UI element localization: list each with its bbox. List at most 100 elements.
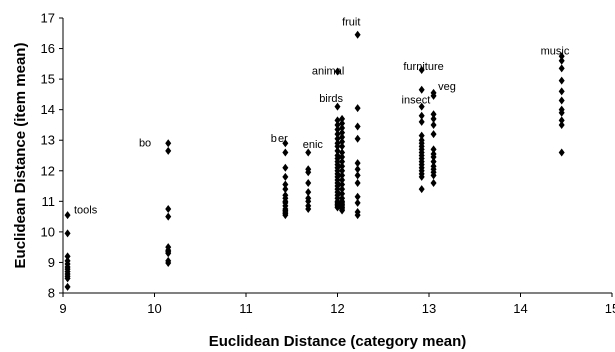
data-point <box>339 162 346 171</box>
data-point <box>334 142 341 151</box>
data-point <box>165 249 172 258</box>
data-point <box>558 120 565 129</box>
data-point <box>305 148 312 157</box>
data-point <box>64 229 71 238</box>
data-point <box>339 180 346 189</box>
data-point <box>430 114 437 123</box>
data-point <box>418 172 425 181</box>
x-tick-label: 12 <box>330 301 344 316</box>
point-annotation: tools <box>74 205 98 217</box>
data-point <box>305 188 312 197</box>
point-annotation: fruit <box>342 17 360 29</box>
data-point <box>339 189 346 198</box>
data-point <box>430 145 437 154</box>
data-point <box>339 185 346 194</box>
data-point <box>418 185 425 194</box>
data-point <box>354 30 361 39</box>
data-point <box>282 172 289 181</box>
point-annotation: music <box>541 46 570 58</box>
data-point <box>354 165 361 174</box>
data-point <box>165 212 172 221</box>
point-annotation: er <box>278 133 288 145</box>
data-point <box>305 204 312 213</box>
data-point <box>558 56 565 65</box>
data-point <box>430 130 437 139</box>
data-point <box>334 67 341 76</box>
data-point <box>418 117 425 126</box>
data-point <box>558 96 565 105</box>
data-point <box>64 274 71 283</box>
data-point <box>558 87 565 96</box>
data-point <box>558 148 565 157</box>
data-point <box>339 119 346 128</box>
x-tick-label: 15 <box>605 301 615 316</box>
data-point <box>354 179 361 187</box>
data-point <box>282 148 289 157</box>
data-point <box>282 185 289 194</box>
data-point <box>418 111 425 120</box>
y-tick-label: 14 <box>41 102 55 117</box>
y-tick-label: 16 <box>41 41 55 56</box>
point-annotation: animal <box>312 66 344 78</box>
data-point <box>64 252 71 261</box>
data-point <box>354 192 361 201</box>
y-tick-label: 13 <box>41 133 55 148</box>
data-point <box>165 204 172 213</box>
data-point <box>339 128 346 137</box>
y-tick-label: 12 <box>41 163 55 178</box>
y-tick-label: 17 <box>41 11 55 26</box>
data-point <box>339 133 346 142</box>
data-point <box>165 139 172 148</box>
data-point <box>334 134 341 143</box>
data-point <box>418 131 425 140</box>
point-annotation: insect <box>402 95 431 107</box>
point-annotation: enic <box>303 139 324 151</box>
data-point <box>334 146 341 155</box>
data-point <box>558 108 565 117</box>
data-point <box>430 120 437 129</box>
data-points <box>64 30 565 291</box>
data-point <box>282 180 289 189</box>
point-annotation: birds <box>319 93 343 105</box>
data-point <box>339 175 346 184</box>
data-point <box>430 153 437 162</box>
data-point <box>430 91 437 100</box>
data-point <box>64 211 71 220</box>
y-tick-label: 10 <box>41 224 55 239</box>
data-point <box>334 130 341 139</box>
data-point <box>430 110 437 119</box>
data-point <box>339 157 346 166</box>
data-point <box>339 137 346 146</box>
data-point <box>282 211 289 220</box>
data-point <box>339 153 346 162</box>
data-point <box>339 142 346 151</box>
data-point <box>339 171 346 180</box>
data-point <box>354 159 361 168</box>
data-point <box>165 259 172 268</box>
data-point <box>354 104 361 113</box>
data-point <box>354 122 361 131</box>
x-axis-ticks: 9 10 11 12 13 14 15 <box>59 293 615 316</box>
x-tick-label: 11 <box>239 301 253 316</box>
data-point <box>430 157 437 166</box>
data-point <box>418 102 425 111</box>
data-point <box>430 179 437 187</box>
data-point <box>305 197 312 206</box>
point-annotations: tools bo b er enic fruit animal birds furniture i… <box>74 17 570 217</box>
data-point <box>339 114 346 123</box>
x-tick-label: 9 <box>59 301 66 316</box>
data-point <box>418 65 425 74</box>
data-point <box>165 146 172 155</box>
point-annotation: veg <box>438 81 456 93</box>
data-point <box>558 64 565 73</box>
data-point <box>354 171 361 180</box>
data-point <box>282 139 289 148</box>
data-point <box>339 124 346 132</box>
x-tick-label: 13 <box>422 301 436 316</box>
y-tick-label: 9 <box>48 255 55 270</box>
data-point <box>305 179 312 187</box>
x-axis-title: Euclidean Distance (category mean) <box>209 333 467 350</box>
data-point <box>305 168 312 177</box>
data-point <box>558 76 565 85</box>
